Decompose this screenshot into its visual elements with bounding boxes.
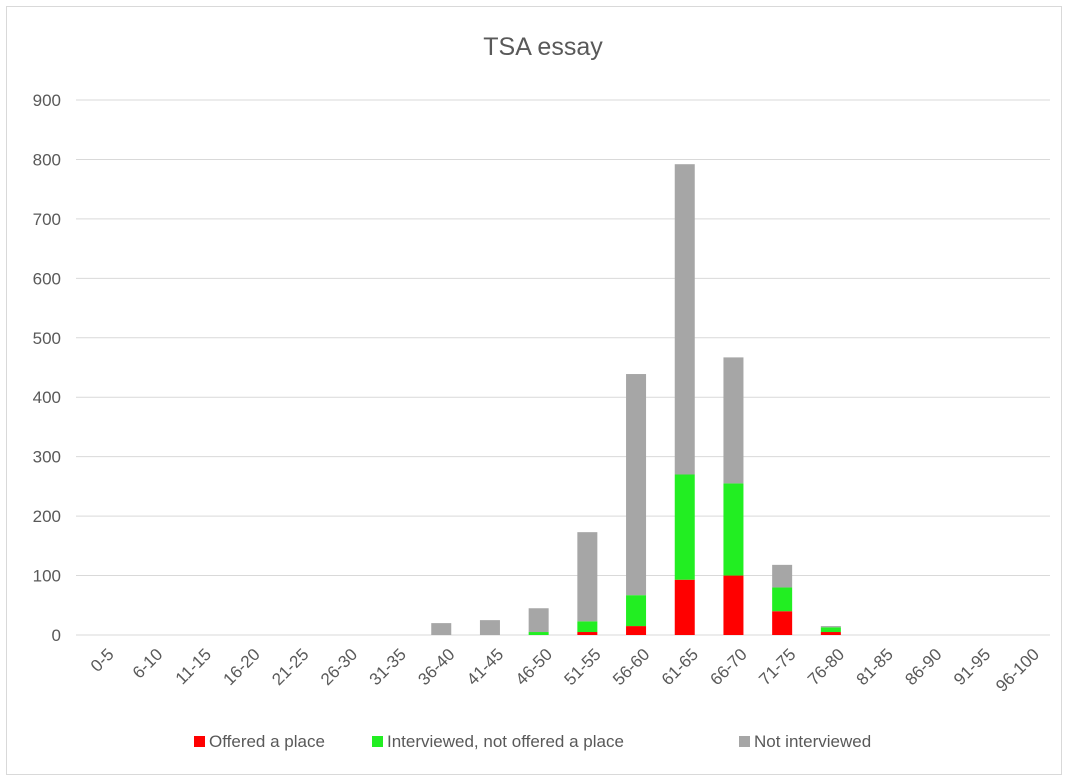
bar-segment xyxy=(528,608,549,633)
y-tick-label: 200 xyxy=(33,507,61,526)
x-tick-label: 96-100 xyxy=(992,645,1043,696)
y-tick-label: 300 xyxy=(33,448,61,467)
legend: Offered a place Interviewed, not offered … xyxy=(194,732,871,751)
x-tick-label: 86-90 xyxy=(901,645,945,689)
x-tick-label: 36-40 xyxy=(414,645,458,689)
bar-segment xyxy=(479,620,500,635)
bar-segment xyxy=(577,632,598,635)
x-tick-label: 81-85 xyxy=(853,645,897,689)
bars xyxy=(431,164,841,635)
y-tick-label: 900 xyxy=(33,91,61,110)
bar-segment xyxy=(723,575,744,635)
bar-segment xyxy=(772,587,793,612)
x-tick-label: 11-15 xyxy=(172,645,215,688)
bar-segment xyxy=(820,626,841,628)
x-tick-label: 6-10 xyxy=(129,645,166,682)
x-tick-label: 71-75 xyxy=(755,645,799,689)
bar-segment xyxy=(626,595,647,627)
x-tick-label: 0-5 xyxy=(87,645,118,676)
bar-segment xyxy=(528,632,549,635)
x-axis-tick-labels: 0-5 6-10 11-15 16-20 21-25 26-30 31-35 36-40 41-… xyxy=(87,645,1043,696)
x-tick-label: 61-65 xyxy=(658,645,702,689)
bar-segment xyxy=(723,357,744,484)
y-tick-label: 600 xyxy=(33,269,61,288)
legend-swatch xyxy=(194,736,205,747)
y-tick-label: 0 xyxy=(52,626,61,645)
y-tick-label: 700 xyxy=(33,210,61,229)
bar-segment xyxy=(772,611,793,635)
x-tick-label: 56-60 xyxy=(609,645,653,689)
x-tick-label: 76-80 xyxy=(804,645,848,689)
bar-segment xyxy=(723,483,744,576)
bar-segment xyxy=(820,632,841,635)
bar-segment xyxy=(577,532,598,622)
x-tick-label: 41-45 xyxy=(463,645,507,689)
x-tick-label: 16-20 xyxy=(220,645,264,689)
y-tick-label: 100 xyxy=(33,567,61,586)
y-tick-label: 800 xyxy=(33,150,61,169)
legend-label: Not interviewed xyxy=(754,732,871,751)
x-tick-label: 31-35 xyxy=(366,645,410,689)
legend-label: Offered a place xyxy=(209,732,325,751)
bar-segment xyxy=(626,626,647,635)
bar-segment xyxy=(674,474,695,580)
legend-label: Interviewed, not offered a place xyxy=(387,732,624,751)
bar-segment xyxy=(674,579,695,635)
x-tick-label: 51-55 xyxy=(560,645,604,689)
x-tick-label: 21-25 xyxy=(268,645,312,689)
chart-frame: TSA essay 0 100 200 300 400 500 600 700 800 900 0… xyxy=(6,6,1062,775)
y-tick-label: 400 xyxy=(33,388,61,407)
x-tick-label: 26-30 xyxy=(317,645,361,689)
y-tick-label: 500 xyxy=(33,329,61,348)
legend-swatch xyxy=(739,736,750,747)
bar-segment xyxy=(674,164,695,475)
chart-svg: TSA essay 0 100 200 300 400 500 600 700 800 900 0… xyxy=(33,33,1050,751)
bar-segment xyxy=(431,623,452,635)
chart-title: TSA essay xyxy=(483,33,603,61)
x-tick-label: 46-50 xyxy=(512,645,556,689)
bar-segment xyxy=(626,374,647,596)
bar-segment xyxy=(772,564,793,588)
bar-segment xyxy=(577,621,598,633)
legend-swatch xyxy=(372,736,383,747)
x-tick-label: 91-95 xyxy=(950,645,994,689)
x-tick-label: 66-70 xyxy=(707,645,751,689)
bar-segment xyxy=(820,627,841,633)
gridlines xyxy=(76,99,1050,636)
y-axis-tick-labels: 0 100 200 300 400 500 600 700 800 900 xyxy=(33,91,61,645)
